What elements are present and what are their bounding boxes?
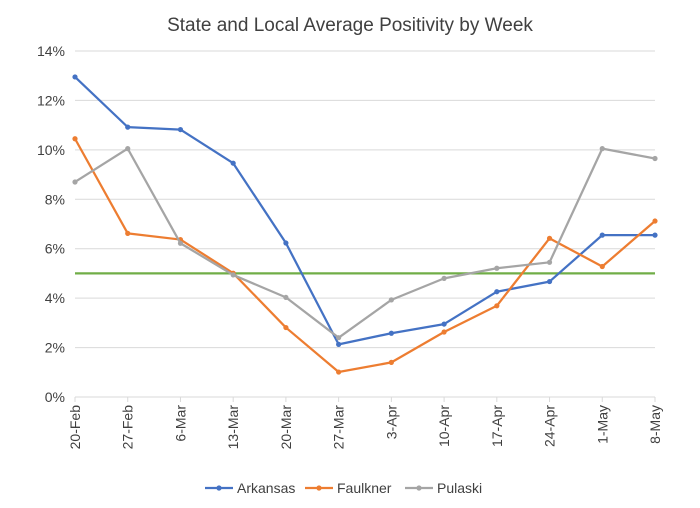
data-point-pulaski [177,240,184,246]
y-axis-ticks: 0% 2% 4% 6% 8% 10% 12% 14% [37,43,65,405]
legend-label: Faulkner [337,480,392,496]
data-point-faulkner [599,263,605,270]
x-tick-label: 20-Mar [278,405,294,450]
data-point-faulkner [336,369,342,375]
data-point-arkansas [599,232,605,238]
data-point-arkansas [388,330,394,336]
legend-swatch-marker [416,485,422,491]
series-arkansas [72,74,658,347]
y-tick-label: 14% [37,43,65,59]
legend-swatch-marker [216,485,222,491]
data-point-arkansas [125,124,131,130]
data-point-pulaski [336,335,342,341]
data-point-pulaski [283,294,289,301]
y-tick-label: 4% [45,290,65,306]
data-point-arkansas [546,278,553,285]
legend-item-faulkner: Faulkner [305,480,392,496]
legend-swatch-marker [316,485,322,491]
y-tick-label: 8% [45,191,65,207]
x-tick-label: 27-Mar [331,405,347,450]
data-point-faulkner [652,218,658,224]
x-tick-label: 24-Apr [542,405,558,447]
data-point-arkansas [177,126,184,133]
x-tick-label: 27-Feb [120,405,136,450]
data-point-arkansas [652,232,658,238]
x-tick-label: 20-Feb [67,405,83,450]
series-line-faulkner [74,138,656,374]
x-tick-label: 1-May [594,405,610,444]
x-tick-label: 10-Apr [436,405,452,447]
x-tick-label: 6-Mar [172,405,188,442]
x-tick-label: 17-Apr [489,405,505,447]
data-point-pulaski [388,297,394,303]
legend: Arkansas Faulkner Pulaski [205,480,482,496]
series-line-pulaski [74,147,656,339]
gridlines [75,50,655,398]
data-point-faulkner [125,230,131,236]
x-tick-label: 8-May [647,405,663,444]
x-tick-label: 3-Apr [383,405,399,440]
x-tick-label: 13-Mar [225,405,241,450]
data-point-pulaski [230,272,236,278]
series-layer [72,74,658,375]
series-line-arkansas [74,76,655,346]
data-point-faulkner [441,329,447,335]
data-point-arkansas [494,289,500,295]
data-point-arkansas [283,240,289,246]
data-point-pulaski [652,155,658,162]
y-tick-label: 0% [45,389,65,405]
legend-item-arkansas: Arkansas [205,480,295,496]
y-tick-label: 12% [37,92,65,108]
data-point-faulkner [494,303,500,309]
legend-label: Arkansas [237,480,295,496]
y-tick-label: 6% [45,241,65,257]
data-point-faulkner [546,235,553,241]
y-tick-label: 10% [37,142,65,158]
data-point-faulkner [388,359,394,365]
legend-label: Pulaski [437,480,482,496]
legend-item-pulaski: Pulaski [405,480,482,496]
data-point-faulkner [283,324,289,331]
data-point-pulaski [494,265,500,271]
data-point-pulaski [441,275,447,281]
data-point-arkansas [230,160,236,166]
data-point-arkansas [72,74,78,80]
data-point-arkansas [441,321,447,327]
data-point-faulkner [72,136,78,142]
data-point-pulaski [125,146,131,152]
data-point-pulaski [72,179,78,185]
y-tick-label: 2% [45,340,65,356]
data-point-arkansas [336,341,342,347]
data-point-pulaski [546,259,553,265]
series-pulaski [72,146,658,341]
x-axis-ticks: 20-Feb 27-Feb 6-Mar 13-Mar 20-Mar 27-Mar 3-Apr… [67,397,663,449]
chart-title: State and Local Average Positivity by We… [167,15,533,36]
data-point-pulaski [599,146,605,152]
